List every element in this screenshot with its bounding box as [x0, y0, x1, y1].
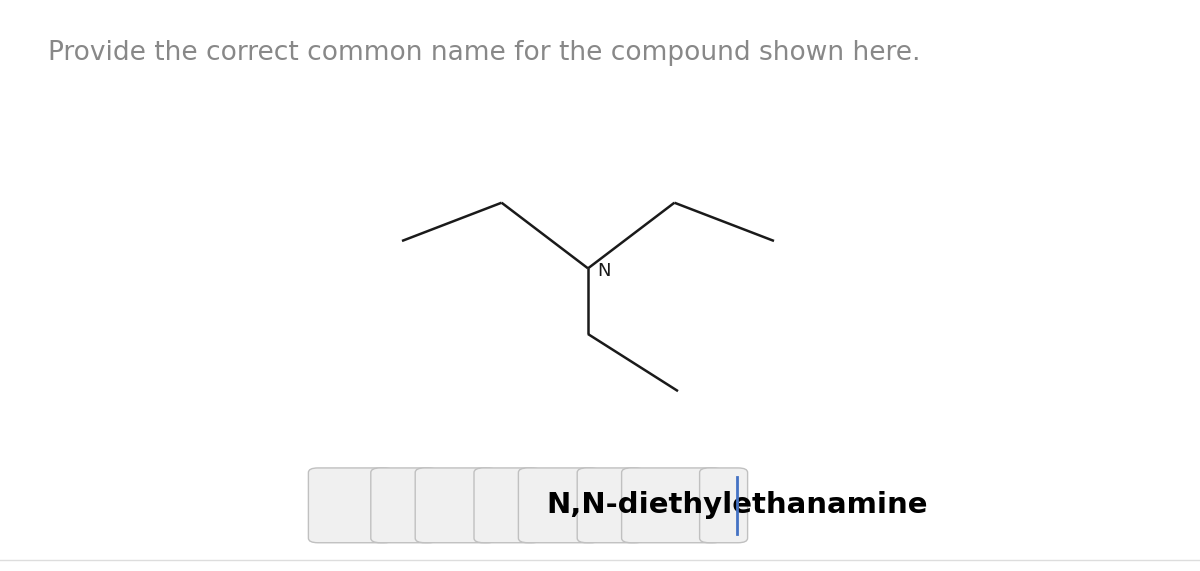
- FancyBboxPatch shape: [518, 468, 600, 542]
- FancyBboxPatch shape: [415, 468, 497, 542]
- Text: N,N-diethylethanamine: N,N-diethylethanamine: [546, 491, 928, 520]
- FancyBboxPatch shape: [308, 468, 394, 542]
- FancyBboxPatch shape: [700, 468, 748, 542]
- FancyBboxPatch shape: [577, 468, 644, 542]
- Text: N: N: [598, 262, 611, 280]
- Text: Provide the correct common name for the compound shown here.: Provide the correct common name for the …: [48, 40, 920, 66]
- FancyBboxPatch shape: [371, 468, 438, 542]
- FancyBboxPatch shape: [474, 468, 541, 542]
- FancyBboxPatch shape: [622, 468, 722, 542]
